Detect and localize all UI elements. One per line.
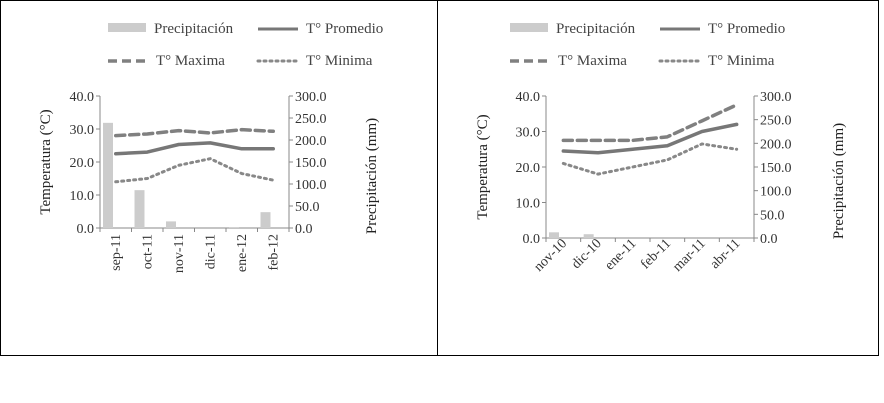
x-tick-label: dic-10 xyxy=(569,236,605,272)
legend-swatch-precipitacion xyxy=(510,23,548,32)
y-tick-labels-left: 0.0 10.0 20.0 30.0 40.0 xyxy=(516,90,546,247)
legend-label-promedio: T° Promedio xyxy=(708,21,785,37)
x-tick-label: mar-11 xyxy=(670,236,709,275)
chart-left: Precipitación T° Promedio T° Maxima T° Mini… xyxy=(38,21,383,273)
x-tick-label: ene-11 xyxy=(602,236,639,273)
legend: Precipitación T° Promedio T° Maxima T° Mini… xyxy=(510,21,785,69)
y-tick-label-left: 0.0 xyxy=(523,232,541,247)
x-tick-label: dic-11 xyxy=(203,234,218,269)
legend-label-maxima: T° Maxima xyxy=(558,53,627,69)
y-axis-title-left: Temperatura (°C) xyxy=(38,109,54,214)
line-series-minima xyxy=(561,142,739,176)
precipitation-bar xyxy=(134,190,145,228)
precipitation-bar xyxy=(103,122,113,228)
y-tick-labels-right: 0.0 50.0 100.0 150.0 200.0 250.0 300.0 xyxy=(289,90,327,237)
y-tick-label-right: 250.0 xyxy=(760,114,792,129)
y-tick-label-left: 30.0 xyxy=(516,126,541,141)
precipitation-bar xyxy=(583,234,594,238)
y-tick-labels-right: 0.0 50.0 100.0 150.0 200.0 250.0 300.0 xyxy=(754,90,792,247)
y-tick-label-right: 200.0 xyxy=(295,134,327,149)
y-axis-title-left: Temperatura (°C) xyxy=(475,114,491,219)
y-tick-label-right: 100.0 xyxy=(760,185,792,200)
y-tick-label-left: 20.0 xyxy=(516,161,541,176)
line-series-promedio xyxy=(561,122,739,155)
x-tick-label: abr-11 xyxy=(708,236,744,272)
y-tick-label-right: 50.0 xyxy=(295,200,320,215)
precipitation-bar xyxy=(166,221,176,228)
y-tick-label-left: 20.0 xyxy=(70,156,95,171)
precipitation-bar xyxy=(549,232,559,238)
y-tick-label-right: 300.0 xyxy=(760,90,792,105)
x-tick-label: sep-11 xyxy=(109,234,124,271)
y-tick-label-right: 100.0 xyxy=(295,178,327,193)
y-tick-label-right: 300.0 xyxy=(295,90,327,105)
legend: Precipitación T° Promedio T° Maxima T° Mini… xyxy=(108,21,383,69)
y-tick-label-left: 30.0 xyxy=(70,123,95,138)
y-tick-label-left: 40.0 xyxy=(70,90,95,105)
y-tick-label-right: 150.0 xyxy=(295,156,327,171)
y-tick-label-left: 0.0 xyxy=(77,222,95,237)
legend-label-precipitacion: Precipitación xyxy=(556,21,636,37)
legend-label-minima: T° Minima xyxy=(306,53,373,69)
y-tick-label-left: 10.0 xyxy=(70,189,95,204)
x-tick-label: ene-12 xyxy=(235,234,250,272)
y-tick-label-right: 0.0 xyxy=(760,232,778,247)
y-axis-title-right: Precipitación (mm) xyxy=(364,118,380,234)
x-tick-label: oct-11 xyxy=(140,234,155,269)
line-series-maxima xyxy=(561,103,739,143)
legend-label-minima: T° Minima xyxy=(708,53,775,69)
y-tick-label-left: 10.0 xyxy=(516,197,541,212)
legend-label-maxima: T° Maxima xyxy=(156,53,225,69)
line-series-promedio xyxy=(114,141,275,156)
y-tick-label-left: 40.0 xyxy=(516,90,541,105)
y-tick-label-right: 150.0 xyxy=(760,161,792,176)
x-tick-label: nov-11 xyxy=(172,234,187,273)
y-tick-label-right: 250.0 xyxy=(295,112,327,127)
legend-label-promedio: T° Promedio xyxy=(306,21,383,37)
bar-series-precipitacion xyxy=(549,232,594,238)
precipitation-bar xyxy=(229,227,239,228)
legend-label-precipitacion: Precipitación xyxy=(154,21,234,37)
y-tick-labels-left: 0.0 10.0 20.0 30.0 40.0 xyxy=(70,90,100,237)
y-tick-label-right: 0.0 xyxy=(295,222,313,237)
panel-border-right xyxy=(437,0,879,356)
line-series-maxima xyxy=(114,127,275,138)
y-tick-label-right: 50.0 xyxy=(760,208,785,223)
line-series-minima xyxy=(114,157,275,184)
y-tick-label-right: 200.0 xyxy=(760,137,792,152)
x-tick-label: feb-12 xyxy=(266,234,281,271)
y-axis-title-right: Precipitación (mm) xyxy=(831,123,847,239)
precipitation-bar xyxy=(260,212,271,228)
x-tick-labels: sep-11 oct-11 nov-11 dic-11 ene-12 feb-12 xyxy=(99,228,290,273)
legend-swatch-precipitacion xyxy=(108,23,146,32)
bar-series-precipitacion xyxy=(103,122,271,228)
x-tick-label: feb-11 xyxy=(638,236,674,272)
chart-right: Precipitación T° Promedio T° Maxima T° Mini… xyxy=(475,21,847,275)
